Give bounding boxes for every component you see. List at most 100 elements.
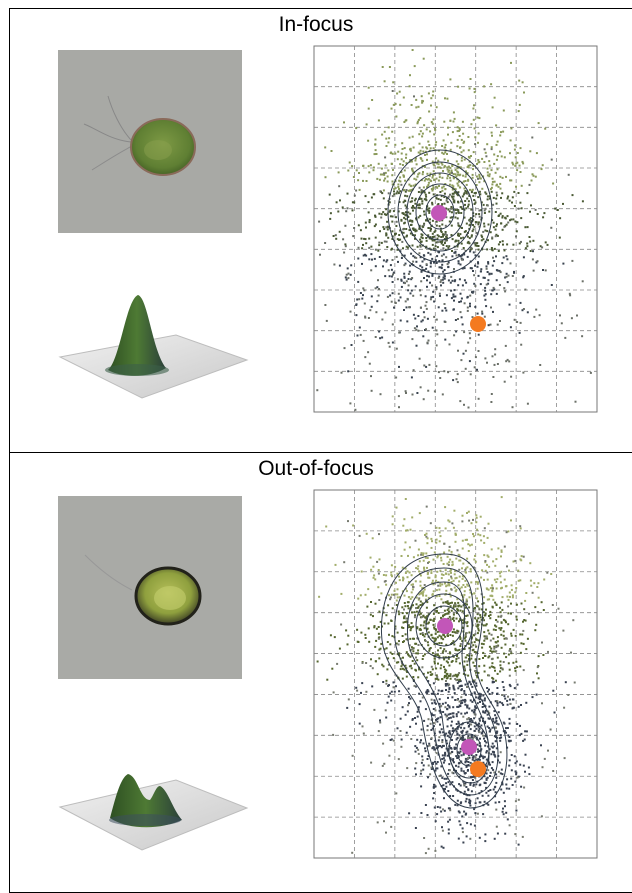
- scatter-point: [437, 159, 440, 162]
- scatter-point: [324, 304, 327, 306]
- scatter-point: [456, 245, 459, 248]
- scatter-point: [417, 151, 420, 154]
- scatter-point: [408, 229, 411, 232]
- scatter-point: [463, 637, 466, 640]
- scatter-point: [484, 744, 487, 747]
- scatter-point: [372, 166, 375, 169]
- scatter-point: [484, 614, 487, 617]
- scatter-point: [431, 239, 434, 242]
- scatter-point: [426, 689, 429, 691]
- scatter-point: [438, 292, 441, 295]
- scatter-point: [461, 610, 464, 613]
- scatter-point: [532, 269, 535, 272]
- scatter-point: [490, 393, 493, 395]
- scatter-point: [457, 242, 460, 245]
- scatter-point: [442, 253, 445, 256]
- scatter-point: [414, 285, 417, 288]
- scatter-point: [517, 207, 520, 210]
- scatter-point: [428, 191, 431, 194]
- scatter-point: [435, 762, 438, 765]
- scatter-point: [433, 133, 436, 136]
- scatter-point: [503, 287, 506, 290]
- scatter-point: [417, 191, 420, 193]
- scatter-point: [461, 520, 464, 523]
- scatter-point: [429, 673, 432, 676]
- scatter-point: [359, 229, 362, 232]
- scatter-point: [373, 708, 376, 711]
- scatter-point: [465, 222, 468, 225]
- scatter-point: [481, 310, 484, 313]
- scatter-point: [427, 184, 430, 186]
- scatter-point: [433, 637, 436, 640]
- scatter-point: [456, 130, 459, 133]
- scatter-point: [376, 673, 379, 676]
- scatter-point: [471, 775, 474, 778]
- scatter-point: [403, 615, 406, 618]
- scatter-point: [468, 87, 471, 90]
- scatter-point: [365, 690, 368, 693]
- scatter-point: [495, 225, 498, 228]
- scatter-point: [523, 738, 526, 741]
- scatter-point: [488, 164, 491, 167]
- scatter-point: [346, 643, 349, 646]
- scatter-point: [487, 745, 490, 748]
- scatter-point: [448, 610, 450, 613]
- scatter-point: [518, 242, 521, 245]
- scatter-point: [398, 613, 401, 616]
- scatter-point: [505, 272, 508, 275]
- scatter-point: [447, 828, 450, 831]
- scatter-point: [530, 204, 532, 207]
- scatter-point: [448, 520, 451, 523]
- scatter-point: [399, 103, 402, 106]
- scatter-point: [494, 740, 497, 743]
- scatter-point: [449, 602, 452, 605]
- scatter-point: [407, 624, 410, 627]
- scatter-point: [494, 624, 496, 627]
- scatter-point: [408, 626, 411, 628]
- scatter-point: [434, 654, 437, 657]
- scatter-point: [487, 759, 490, 762]
- scatter-point: [318, 595, 321, 598]
- scatter-point: [502, 256, 505, 259]
- scatter-point: [414, 685, 417, 688]
- scatter-point: [382, 681, 385, 683]
- scatter-point: [507, 653, 510, 656]
- scatter-point: [417, 748, 420, 751]
- scatter-point: [476, 738, 479, 741]
- scatter-point: [442, 233, 445, 236]
- scatter-point: [449, 78, 452, 81]
- scatter-point: [412, 650, 415, 653]
- scatter-point: [488, 748, 491, 751]
- scatter-point: [448, 807, 451, 810]
- scatter-point: [471, 188, 474, 191]
- scatter-point: [485, 635, 488, 638]
- scatter-point: [347, 370, 350, 373]
- scatter-point: [468, 195, 471, 197]
- scatter-point: [467, 754, 470, 757]
- scatter-point: [367, 107, 370, 110]
- scatter-point: [432, 619, 435, 622]
- scatter-point: [474, 143, 477, 146]
- scatter-point: [410, 160, 413, 163]
- scatter-point: [439, 731, 442, 734]
- scatter-point: [442, 276, 445, 279]
- scatter-point: [467, 717, 470, 719]
- scatter-point: [388, 66, 391, 68]
- scatter-point: [506, 703, 509, 706]
- scatter-point: [522, 256, 525, 259]
- scatter-point: [430, 766, 433, 769]
- scatter-point: [387, 695, 390, 698]
- scatter-point: [324, 242, 327, 244]
- scatter-point: [392, 103, 395, 106]
- scatter-point: [495, 825, 498, 828]
- scatter-point: [470, 718, 472, 720]
- scatter-point: [445, 715, 448, 718]
- scatter-point: [526, 245, 529, 248]
- scatter-point: [506, 358, 509, 361]
- scatter-point: [469, 78, 472, 80]
- scatter-point: [510, 754, 513, 756]
- scatter-point: [487, 223, 490, 226]
- scatter-point: [452, 613, 455, 616]
- scatter-point: [470, 267, 473, 270]
- scatter-point: [504, 290, 507, 293]
